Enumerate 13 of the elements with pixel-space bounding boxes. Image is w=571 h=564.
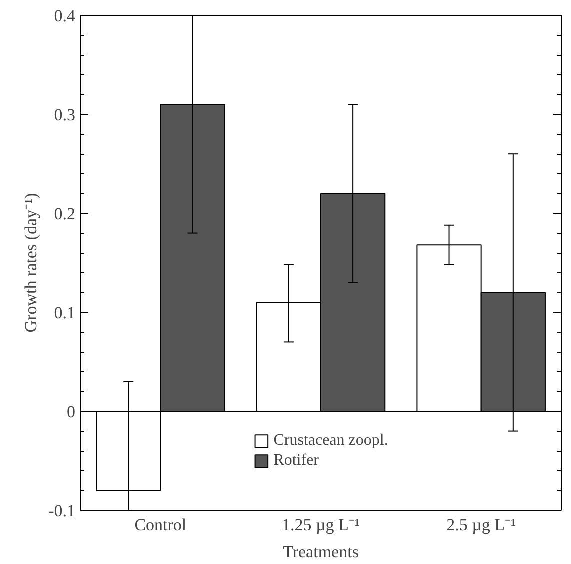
x-tick-label: 2.5 µg L⁻¹ xyxy=(446,516,516,534)
y-tick-label: 0.3 xyxy=(54,106,76,124)
legend-label: Rotifer xyxy=(274,452,320,470)
y-axis-title: Growth rates (day⁻¹) xyxy=(22,193,41,333)
x-tick-label: Control xyxy=(134,516,187,534)
y-tick-label: -0.1 xyxy=(48,502,76,520)
y-tick-label: 0.1 xyxy=(54,304,76,322)
y-tick-label: 0.2 xyxy=(54,204,76,224)
y-tick-label: 0 xyxy=(67,402,76,422)
x-axis-title: Treatments xyxy=(283,542,359,562)
y-tick-label: 0.4 xyxy=(54,6,76,26)
x-tick-label: 1.25 µg L⁻¹ xyxy=(282,516,360,534)
legend-label: Crustacean zoopl. xyxy=(274,432,388,450)
